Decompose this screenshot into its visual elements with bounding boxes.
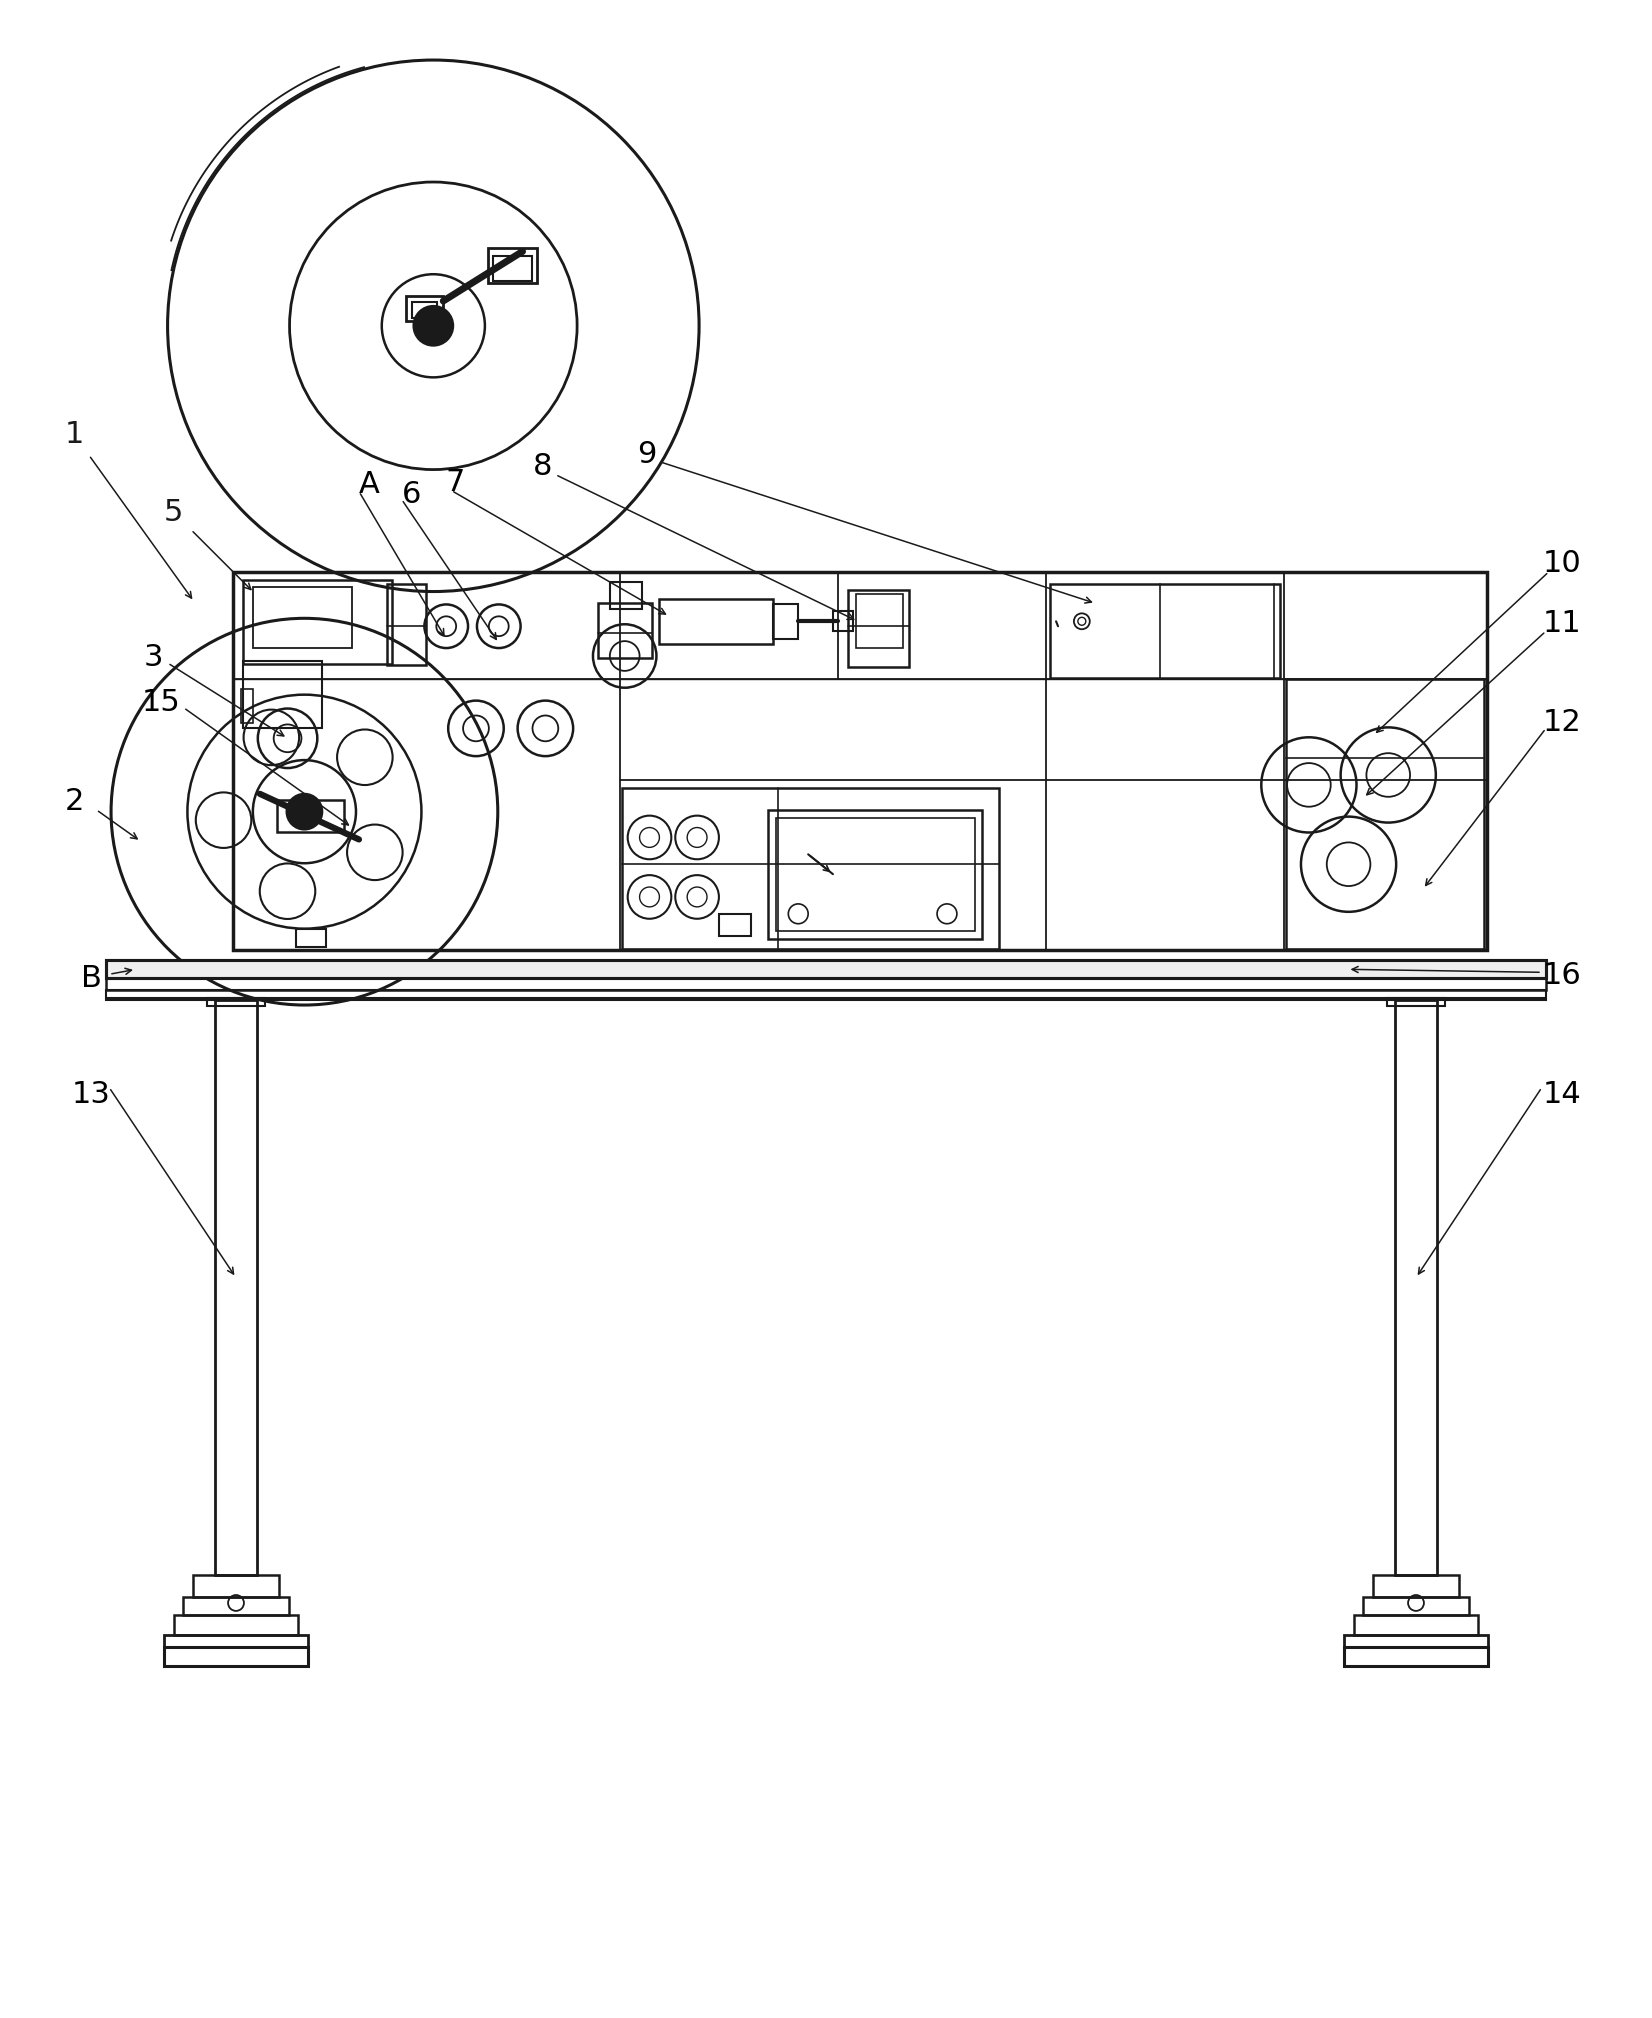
Bar: [253, 587, 352, 648]
Bar: [106, 961, 1546, 979]
Bar: [296, 928, 325, 946]
Bar: [487, 248, 537, 283]
Bar: [1388, 999, 1446, 1007]
Bar: [1051, 583, 1280, 678]
Bar: [659, 599, 773, 644]
Text: 11: 11: [1543, 609, 1581, 638]
Text: A: A: [358, 470, 380, 498]
Bar: [106, 979, 1546, 991]
Text: 12: 12: [1543, 708, 1581, 737]
Text: 5: 5: [164, 498, 183, 527]
Bar: [610, 581, 641, 609]
Bar: [183, 1596, 289, 1614]
Bar: [768, 809, 981, 938]
Circle shape: [413, 307, 453, 345]
Bar: [492, 256, 532, 281]
Bar: [233, 571, 1487, 678]
Bar: [106, 961, 1546, 979]
Bar: [193, 1576, 279, 1596]
Bar: [206, 999, 264, 1007]
Bar: [173, 1614, 299, 1635]
Text: 7: 7: [446, 468, 464, 496]
Text: 9: 9: [636, 440, 656, 470]
Text: B: B: [81, 965, 102, 993]
Bar: [719, 914, 750, 936]
Bar: [411, 303, 438, 319]
Bar: [1343, 1635, 1488, 1647]
Bar: [856, 593, 904, 648]
Bar: [1373, 1576, 1459, 1596]
Bar: [241, 688, 253, 722]
Bar: [106, 991, 1546, 1001]
Bar: [164, 1647, 309, 1667]
Bar: [773, 605, 798, 640]
Bar: [243, 662, 322, 728]
Bar: [243, 579, 392, 664]
Bar: [387, 583, 426, 664]
Bar: [405, 297, 443, 321]
Bar: [215, 1001, 256, 1576]
Bar: [776, 817, 975, 930]
Text: 13: 13: [71, 1080, 111, 1108]
Text: 6: 6: [401, 480, 421, 509]
Text: 15: 15: [142, 688, 180, 716]
Text: 1: 1: [64, 420, 84, 450]
Text: 8: 8: [532, 452, 552, 480]
Text: 14: 14: [1543, 1080, 1581, 1108]
Bar: [276, 799, 344, 831]
Bar: [164, 1635, 309, 1647]
Bar: [233, 571, 1487, 950]
Bar: [847, 589, 909, 666]
Text: 16: 16: [1543, 961, 1581, 989]
Circle shape: [286, 793, 322, 829]
Bar: [833, 611, 852, 632]
Bar: [598, 603, 653, 658]
Text: 3: 3: [144, 644, 164, 672]
Text: 2: 2: [64, 787, 84, 815]
Bar: [1396, 1001, 1437, 1576]
Bar: [621, 787, 998, 948]
Bar: [1353, 1614, 1479, 1635]
Bar: [1363, 1596, 1469, 1614]
Text: 10: 10: [1543, 549, 1581, 579]
Bar: [1287, 678, 1485, 948]
Bar: [1343, 1647, 1488, 1667]
